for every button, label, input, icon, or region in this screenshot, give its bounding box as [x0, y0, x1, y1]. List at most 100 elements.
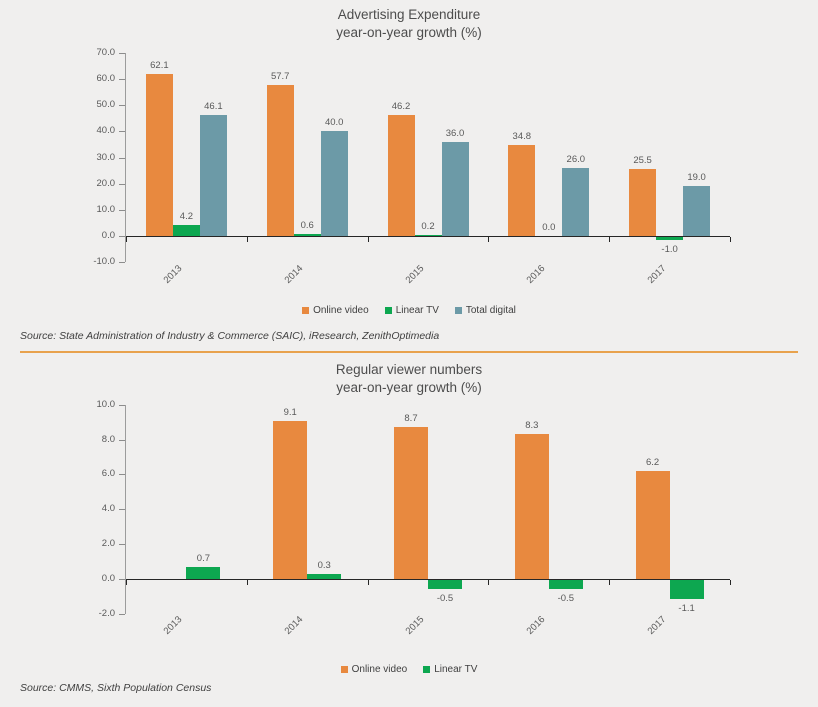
chart-title-line2: year-on-year growth (%)	[336, 380, 482, 395]
x-axis-tick	[609, 580, 611, 585]
legend-item-linear-tv: Linear TV	[384, 305, 439, 316]
bar-value-label: -0.5	[557, 592, 574, 604]
bar-online-video-2014	[266, 85, 294, 236]
legend-item-total-digital: Total digital	[454, 305, 516, 316]
bar-online-video-2016	[508, 145, 536, 236]
legend-label: Online video	[313, 305, 369, 316]
y-axis-tick	[119, 404, 125, 406]
bar-online-video-2013	[145, 73, 173, 236]
y-axis-tick	[119, 613, 125, 615]
bar-online-video-2015	[387, 115, 415, 236]
bar-linear-tv-2017	[669, 580, 704, 600]
y-tick-label: 0.0	[101, 573, 115, 584]
legend-label: Linear TV	[434, 664, 478, 675]
x-axis-label-2015: 2015	[403, 614, 427, 637]
y-tick-label: 10.0	[96, 203, 116, 215]
x-axis-line	[126, 578, 730, 580]
bar-value-label: 19.0	[687, 172, 706, 184]
y-axis-tick	[119, 105, 125, 107]
legend-label: Total digital	[465, 305, 516, 316]
bar-linear-tv-2016	[548, 580, 583, 589]
x-axis-label-2015: 2015	[403, 263, 427, 286]
y-tick-label: -2.0	[98, 607, 115, 619]
y-axis-tick	[119, 262, 125, 264]
x-axis-label-2016: 2016	[524, 614, 548, 637]
x-axis-tick	[609, 237, 611, 242]
x-axis-label-2013: 2013	[162, 263, 185, 286]
y-tick-label: 60.0	[96, 73, 116, 85]
x-axis-label-2017: 2017	[645, 263, 668, 286]
y-tick-label: 10.0	[96, 398, 116, 410]
chart-plot-area: 10.0 8.0 6.0 4.0 2.0 0.0 -2.0 0.7 2013 9.1 0.3 2014…	[0, 355, 818, 707]
y-axis-tick	[119, 439, 125, 441]
source-note: Source: State Administration of Industry…	[20, 330, 440, 342]
bar-linear-tv-2013	[186, 566, 221, 579]
bar-value-label: -1.1	[678, 603, 695, 615]
bar-value-label: 8.3	[525, 420, 539, 432]
bar-value-label: 0.0	[542, 222, 556, 233]
bar-linear-tv-2014	[307, 573, 342, 579]
y-tick-label: 40.0	[96, 125, 116, 137]
x-axis-tick	[246, 237, 248, 242]
bar-linear-tv-2013	[172, 225, 200, 236]
bar-total-digital-2016	[562, 168, 590, 236]
source-note: Source: CMMS, Sixth Population Census	[20, 682, 212, 694]
bar-value-label: 26.0	[566, 154, 586, 166]
bar-value-label: -0.5	[436, 592, 454, 604]
y-tick-label: 30.0	[96, 151, 116, 163]
x-axis-label-2016: 2016	[524, 263, 548, 286]
x-axis-label-2014: 2014	[282, 263, 306, 286]
chart-plot-area: 70.0 60.0 50.0 40.0 30.0 20.0 10.0 0.0 -10.0 62.1…	[0, 0, 818, 350]
y-axis-tick	[119, 157, 125, 159]
bar-value-label: 57.7	[270, 71, 290, 83]
y-tick-label: 0.0	[101, 230, 115, 241]
x-axis-tick	[488, 580, 490, 585]
x-axis-label-2017: 2017	[645, 614, 668, 637]
chart-title-line1: Advertising Expenditure	[337, 7, 481, 22]
legend-item-online-video: Online video	[302, 305, 369, 316]
bar-total-digital-2015	[441, 141, 469, 236]
regular-viewer-numbers-chart: Regular viewer numbers year-on-year growt…	[0, 355, 818, 707]
bar-value-label: 9.1	[283, 406, 297, 418]
bar-value-label: 40.0	[324, 117, 344, 129]
bar-linear-tv-2015	[414, 235, 442, 237]
y-axis-line	[125, 53, 126, 263]
bar-value-label: 6.2	[645, 457, 660, 468]
x-axis-tick	[367, 580, 369, 585]
chart-title: Advertising Expenditure year-on-year grow…	[0, 6, 818, 42]
y-tick-label: 20.0	[96, 177, 116, 189]
bar-online-video-2015	[394, 427, 428, 579]
x-axis-tick	[126, 580, 127, 585]
y-axis-tick	[119, 544, 125, 546]
y-axis-tick	[119, 52, 125, 54]
legend-swatch-online-video	[302, 307, 310, 314]
bar-value-label: -1.0	[661, 243, 678, 255]
legend-swatch-linear-tv	[423, 666, 431, 673]
bar-total-digital-2013	[199, 115, 227, 236]
bar-linear-tv-2017	[656, 237, 684, 240]
y-tick-label: 4.0	[101, 503, 115, 515]
y-axis-tick	[119, 209, 125, 211]
bar-total-digital-2014	[320, 131, 348, 236]
bar-value-label: 4.2	[179, 211, 193, 223]
bar-online-video-2014	[273, 420, 308, 579]
y-axis-tick	[119, 474, 125, 476]
y-tick-label: 6.0	[101, 468, 115, 480]
bar-value-label: 46.1	[204, 101, 223, 113]
legend-swatch-online-video	[340, 666, 348, 673]
bar-value-label: 0.7	[196, 552, 210, 564]
bar-value-label: 25.5	[633, 155, 652, 167]
x-axis-tick	[367, 237, 369, 242]
chart-title-line2: year-on-year growth (%)	[336, 25, 482, 40]
x-axis-tick	[246, 580, 248, 585]
legend-item-online-video: Online video	[340, 664, 407, 675]
y-axis-line	[125, 405, 126, 614]
x-axis-tick	[488, 237, 490, 242]
x-axis-label-2014: 2014	[282, 614, 306, 637]
bar-value-label: 46.2	[391, 101, 411, 113]
bar-total-digital-2017	[683, 186, 711, 236]
chart-legend: Online video Linear TV	[0, 664, 818, 675]
section-divider	[20, 351, 798, 353]
bar-value-label: 34.8	[512, 131, 532, 143]
